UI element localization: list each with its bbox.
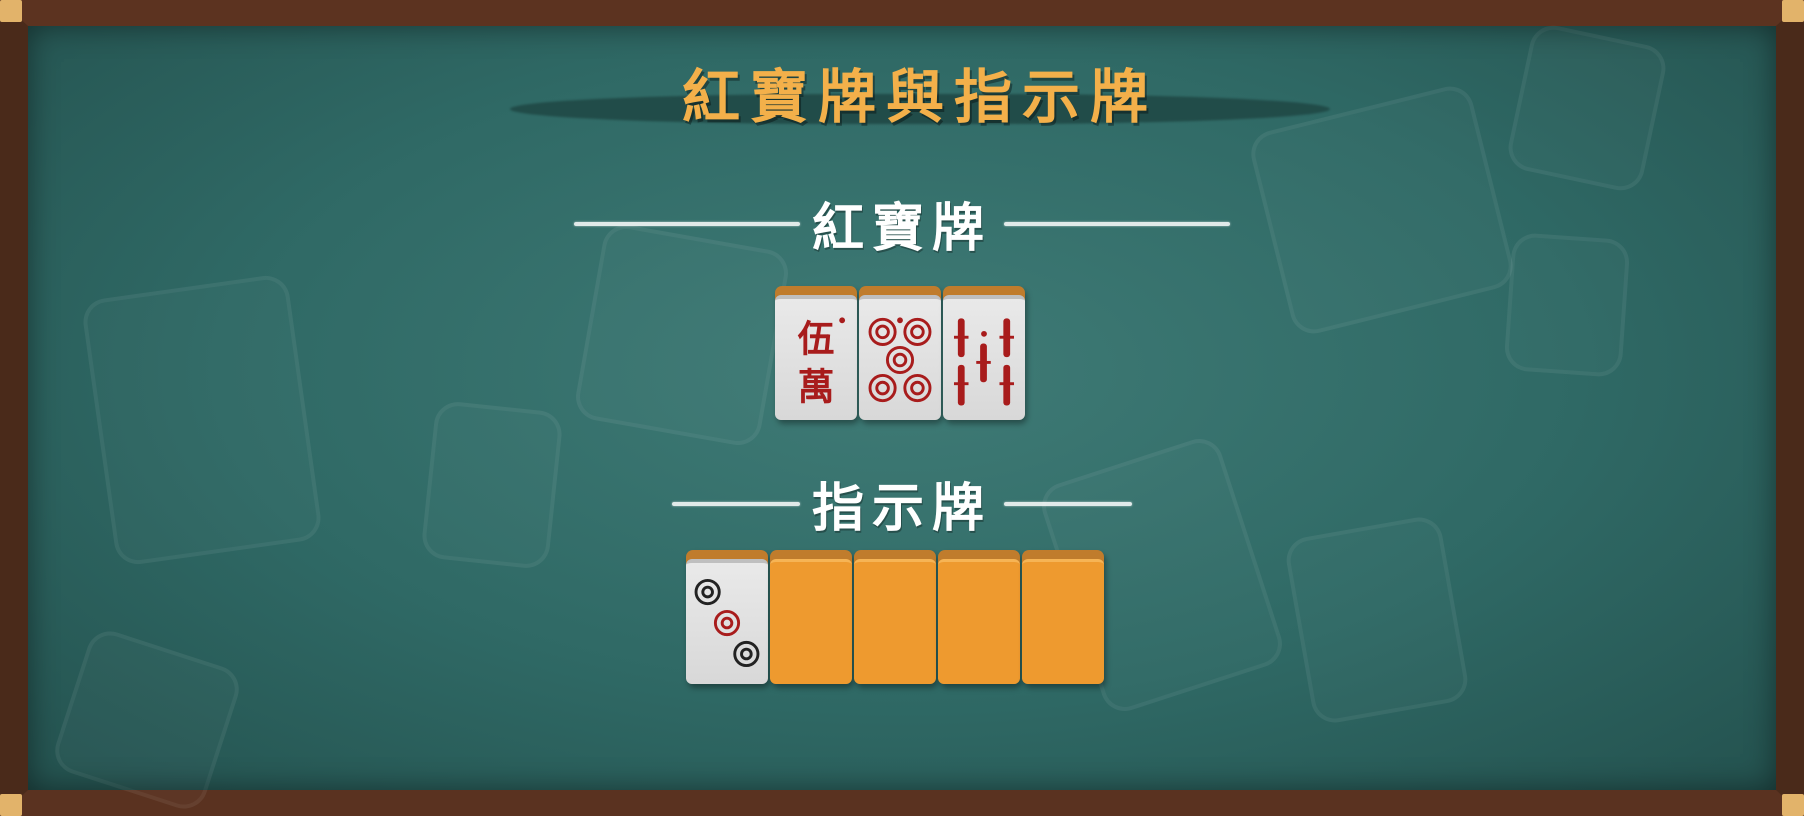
tile-5-pin-red xyxy=(859,286,941,420)
dead-wall-tiles xyxy=(686,550,1104,684)
background-tile-decoration xyxy=(1282,513,1472,727)
red-five-sou-icon xyxy=(953,318,1015,406)
face-down-tile xyxy=(854,550,936,684)
face-down-tile xyxy=(938,550,1020,684)
face-down-tile xyxy=(1022,550,1104,684)
three-pin-icon xyxy=(694,578,760,668)
title-banner: 紅寶牌與指示牌 xyxy=(500,50,1340,131)
red-dora-header: 紅寶牌 xyxy=(0,186,1804,261)
chalk-line xyxy=(671,501,800,506)
face-down-tile xyxy=(770,550,852,684)
chalk-line xyxy=(1004,501,1132,506)
svg-text:伍: 伍 xyxy=(798,316,835,360)
page-title: 紅寶牌與指示牌 xyxy=(681,63,1158,131)
chalk-line xyxy=(1004,221,1230,226)
frame-corner xyxy=(1782,794,1804,816)
frame-corner xyxy=(0,794,22,816)
background-tile-decoration xyxy=(1504,21,1670,195)
red-dora-heading: 紅寶牌 xyxy=(811,198,992,259)
red-five-man-icon: 伍 萬 xyxy=(798,316,846,409)
tile-3-pin-indicator xyxy=(686,550,768,684)
chalk-line xyxy=(573,221,800,226)
background-tile-decoration xyxy=(48,625,246,815)
svg-text:萬: 萬 xyxy=(798,365,835,409)
frame-corner xyxy=(0,0,22,22)
red-dora-tiles: 伍 萬 xyxy=(775,286,1025,420)
tile-5-sou-red xyxy=(943,286,1025,420)
title-brush-stroke xyxy=(510,94,1330,124)
indicator-header: 指示牌 xyxy=(0,466,1804,541)
frame-corner xyxy=(1782,0,1804,22)
indicator-heading: 指示牌 xyxy=(811,478,992,539)
tile-5-man-red: 伍 萬 xyxy=(775,286,857,420)
red-five-pin-icon xyxy=(868,317,932,403)
